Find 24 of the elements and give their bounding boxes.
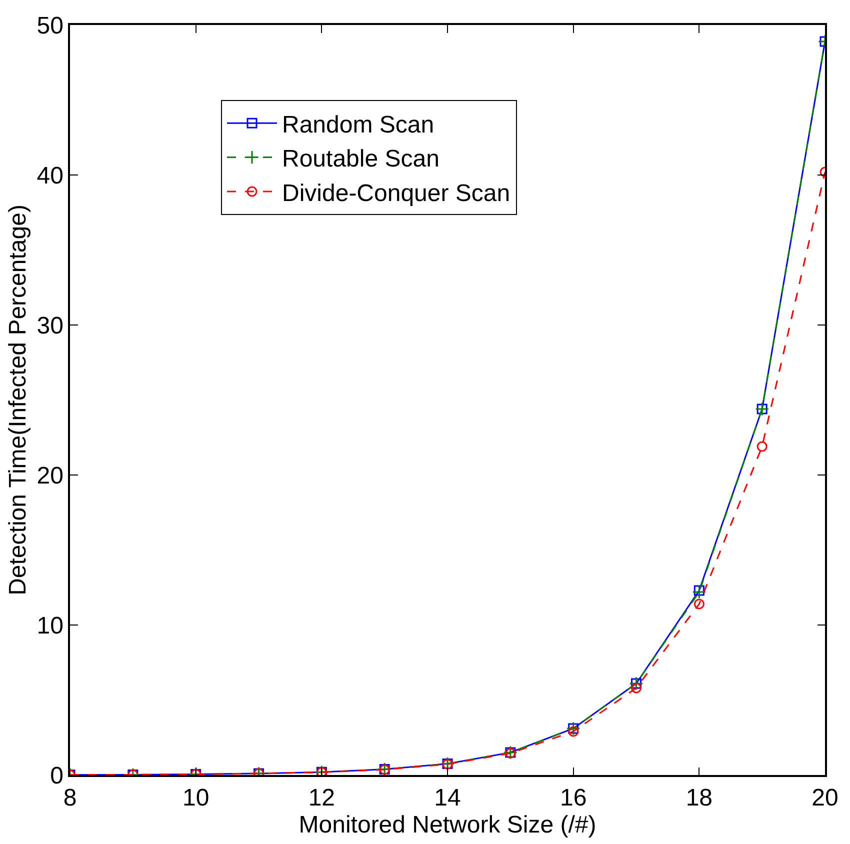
point bbox=[694, 598, 704, 610]
y-tick-label: 10 bbox=[36, 612, 64, 640]
legend-label: Routable Scan bbox=[282, 146, 440, 173]
point bbox=[631, 682, 642, 694]
y-axis-title: Detection Time(Infected Percentage) bbox=[4, 204, 32, 596]
point bbox=[692, 584, 706, 600]
x-axis-title: Monitored Network Size (/#) bbox=[298, 812, 596, 839]
y-tick-label: 30 bbox=[36, 312, 64, 340]
x-tick-label: 18 bbox=[686, 784, 713, 812]
point bbox=[756, 441, 768, 452]
x-tick-label: 20 bbox=[812, 784, 838, 812]
y-tick-label: 0 bbox=[50, 762, 64, 790]
x-tick-label: 10 bbox=[182, 784, 210, 812]
x-tick-label: 8 bbox=[63, 784, 77, 812]
x-tick-label: 12 bbox=[308, 784, 336, 812]
x-tick-label: 14 bbox=[434, 784, 461, 812]
legend-label: Divide-Conquer Scan bbox=[282, 180, 510, 207]
y-tick-label: 40 bbox=[36, 162, 64, 190]
y-tick-label: 20 bbox=[36, 462, 64, 490]
y-tick-label: 50 bbox=[36, 12, 64, 40]
x-tick-label: 16 bbox=[560, 784, 587, 812]
point bbox=[568, 726, 579, 737]
legend-label: Random Scan bbox=[282, 111, 434, 138]
point bbox=[694, 585, 704, 596]
